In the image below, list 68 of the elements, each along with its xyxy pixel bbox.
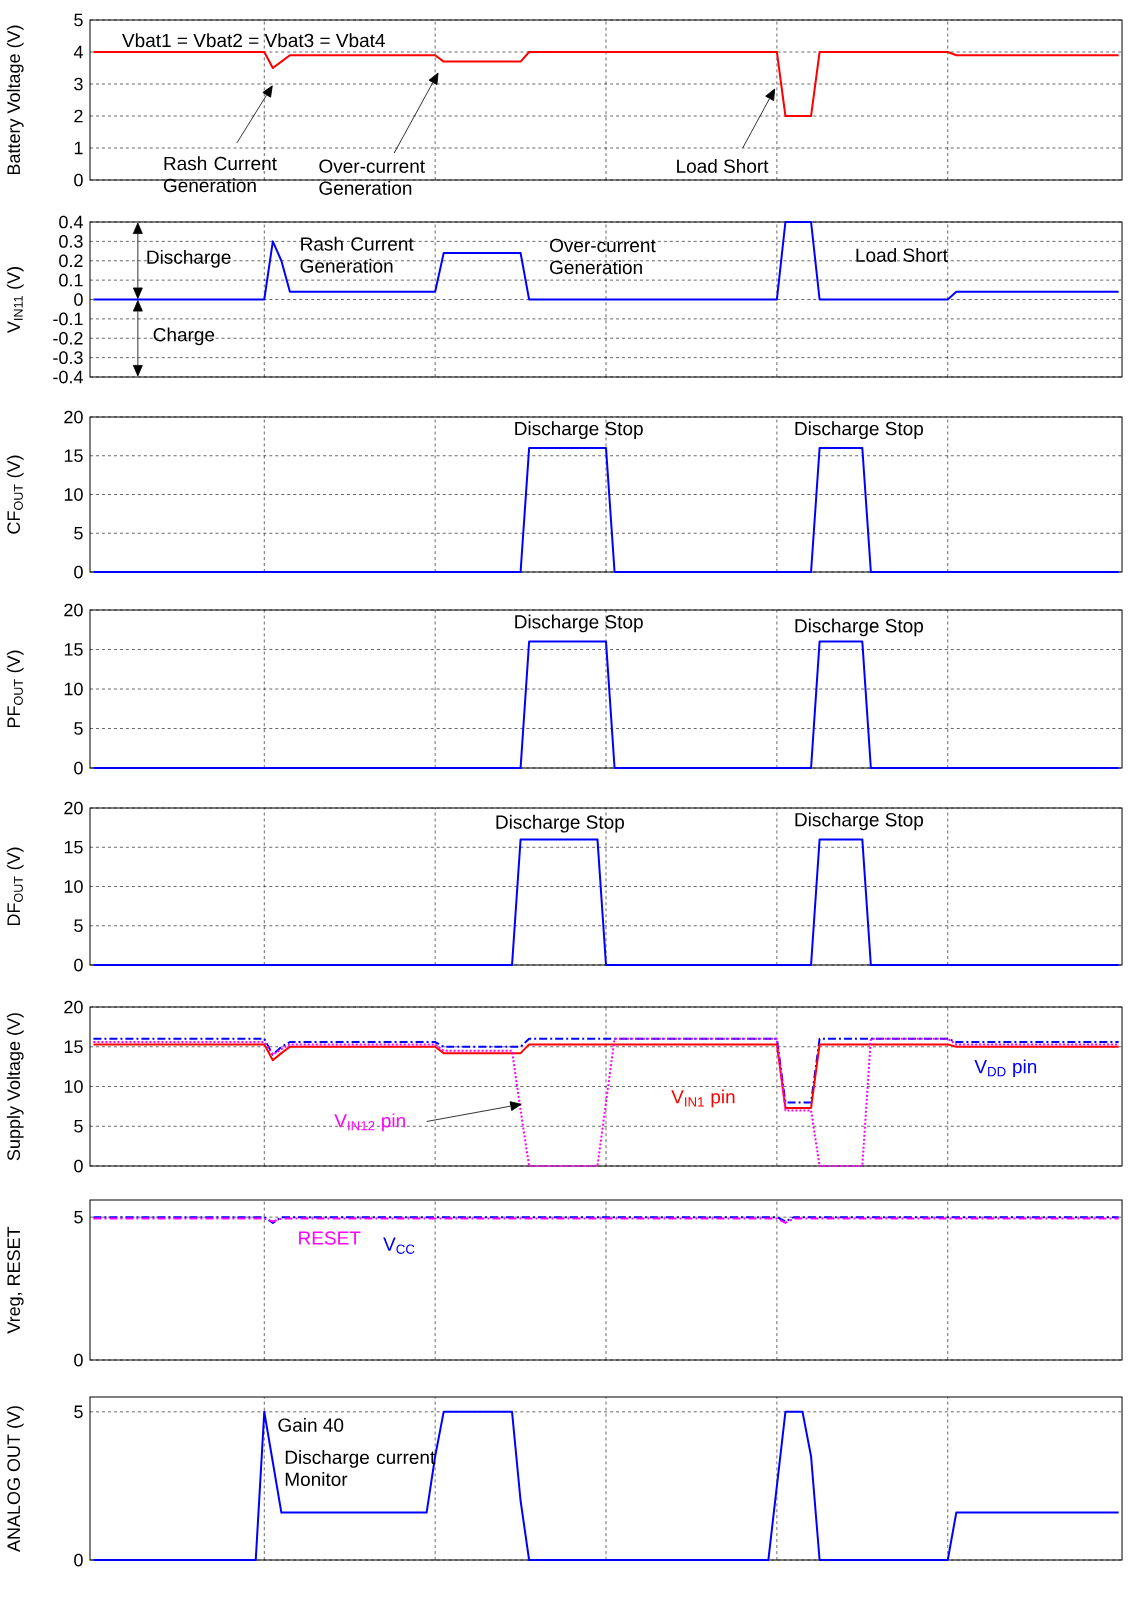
y-tick-label: 0	[74, 565, 83, 579]
y-tick-label: 0	[74, 1553, 83, 1567]
y-tick-label: -0.3	[53, 351, 83, 364]
y-tick-label: 0	[74, 761, 83, 775]
annotation: Over-current Generation	[319, 159, 425, 195]
y-tick-label: 0.2	[59, 254, 83, 268]
y-tick-label: 1	[74, 141, 83, 155]
y-tick-label: 5	[74, 13, 83, 27]
y-tick-label: 0.3	[59, 235, 83, 248]
annotation: Discharge Stop	[515, 614, 643, 633]
annotation: Over-current Generation	[550, 238, 656, 275]
y-tick-label: 0	[74, 1353, 83, 1367]
annotation: Load Short	[677, 158, 769, 173]
series-label: RESET	[299, 1231, 361, 1245]
y-tick-label: 20	[64, 410, 83, 424]
y-tick-label: 5	[74, 1119, 83, 1133]
y-tick-label: 20	[64, 1000, 83, 1014]
y-tick-label: 5	[74, 722, 83, 735]
y-tick-label: -0.1	[53, 312, 83, 326]
annotation: Load Short	[856, 247, 948, 262]
annotation: Discharge Stop	[496, 814, 624, 833]
series-label: V$_{CC}$	[383, 1237, 415, 1254]
y-tick-label: 0.4	[59, 215, 83, 229]
annotation: Discharge Stop	[795, 812, 924, 831]
y-tick-label: 15	[64, 1040, 83, 1054]
annotation: Rash Current Generation	[163, 156, 277, 193]
y-axis-title: PF$_{OUT}$ (V)	[6, 650, 24, 728]
annotation: Discharge Stop	[795, 421, 924, 440]
y-tick-label: 10	[64, 1080, 83, 1093]
y-tick-label: 15	[64, 643, 83, 656]
y-tick-label: 5	[74, 1405, 83, 1419]
y-tick-label: -0.2	[53, 331, 83, 345]
y-tick-label: 0	[74, 173, 83, 187]
y-tick-label: 2	[74, 109, 83, 123]
y-tick-label: -0.4	[53, 370, 83, 384]
y-tick-label: 10	[64, 880, 83, 893]
y-axis-title: DF$_{OUT}$ (V)	[6, 847, 24, 926]
annotation: Discharge Stop	[795, 618, 924, 637]
y-tick-label: 10	[64, 682, 83, 696]
y-tick-label: 3	[74, 77, 83, 91]
y-tick-label: 20	[64, 603, 83, 617]
annotation: Gain 40	[278, 1417, 344, 1432]
annotation: Discharge Stop	[515, 421, 643, 440]
y-tick-label: 0	[74, 293, 83, 306]
annotation: Charge	[153, 327, 215, 346]
y-tick-label: 5	[74, 526, 83, 540]
y-tick-label: 0.1	[59, 273, 83, 287]
y-axis-title: Battery Voltage (V)	[6, 25, 24, 175]
y-axis-title: Supply Voltage (V)	[6, 1013, 24, 1161]
y-tick-label: 10	[64, 488, 83, 501]
y-axis-title: Vreg, RESET	[7, 1226, 24, 1334]
y-tick-label: 0	[74, 958, 83, 972]
text: V$_{IN12}$ pin	[334, 1113, 405, 1132]
annotation: Rash Current Generation	[300, 236, 414, 273]
annotation: Discharge	[147, 249, 231, 268]
y-tick-label: 0	[74, 1159, 83, 1173]
y-tick-label: 4	[73, 45, 83, 59]
y-axis-title: ANALOG OUT (V)	[6, 1406, 24, 1553]
y-tick-label: 15	[64, 840, 83, 854]
y-axis-title: V$_{IN11}$ (V)	[6, 267, 24, 334]
text: V$_{IN1}$ pin	[671, 1089, 735, 1108]
y-axis-title: CF$_{OUT}$ (V)	[6, 455, 24, 534]
y-tick-label: 5	[74, 1210, 83, 1224]
y-tick-label: 20	[64, 801, 83, 815]
y-tick-label: 5	[74, 919, 83, 933]
annotation: Vbat1 = Vbat2 = Vbat3 = Vbat4	[122, 33, 385, 48]
series-label: V$_{DD}$ pin	[974, 1059, 1037, 1078]
y-tick-label: 15	[64, 449, 83, 463]
